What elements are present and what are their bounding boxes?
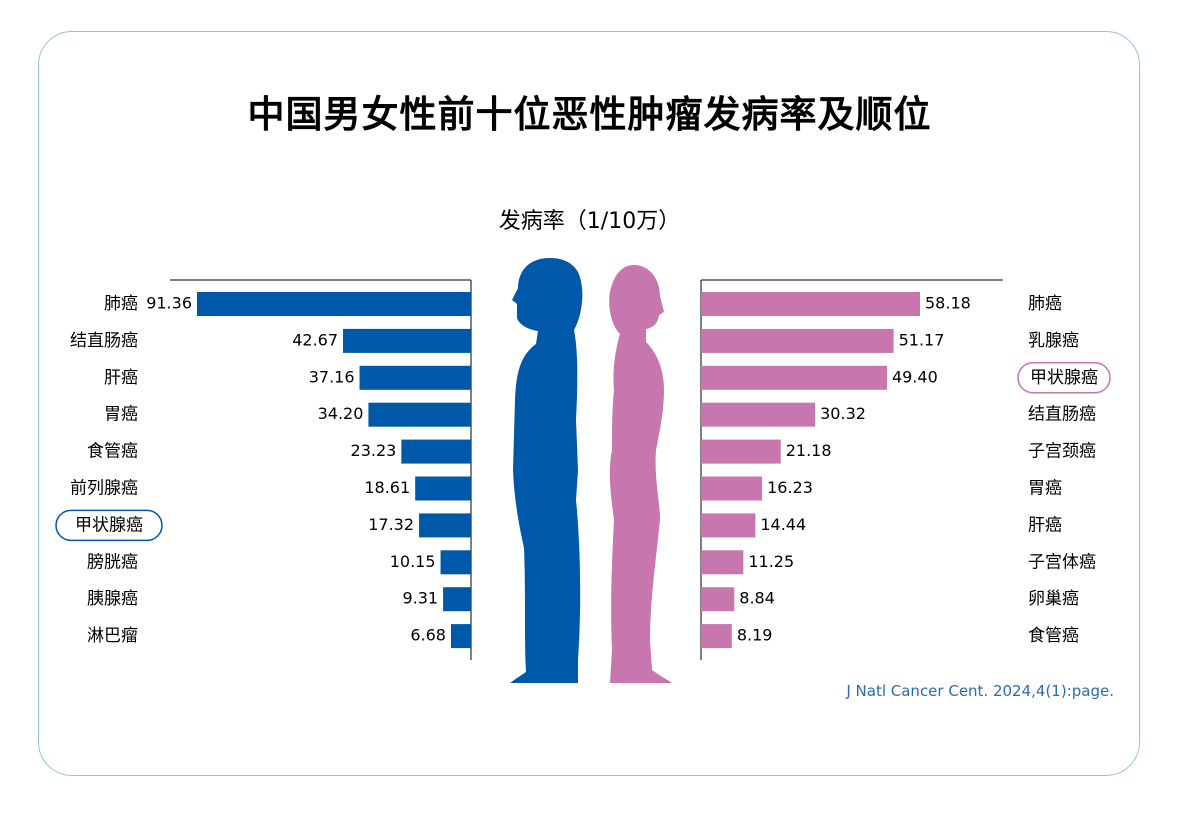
male-category-label: 胰腺癌 [87,589,138,609]
male-bar [450,624,471,649]
female-value-label: 21.18 [786,441,832,460]
male-value-label: 91.36 [146,294,192,313]
male-highlight-outline [55,509,163,542]
female-silhouette-icon [609,265,672,683]
female-bar [701,439,781,464]
card-frame [38,31,1140,776]
male-category-label: 肝癌 [104,368,138,388]
female-category-label: 子宫体癌 [1028,552,1096,572]
male-bar [197,292,471,316]
chart-title: 中国男女性前十位恶性肿瘤发病率及顺位 [247,93,932,136]
male-value-label: 6.68 [410,626,446,645]
female-value-label: 16.23 [767,478,813,497]
male-bar [419,513,471,538]
male-category-label: 食管癌 [87,442,138,462]
female-bar [701,292,920,316]
female-value-label: 30.32 [820,404,866,423]
female-bar [701,402,816,427]
female-value-label: 51.17 [899,330,945,349]
female-bar [701,550,744,575]
male-category-label: 膀胱癌 [87,552,138,572]
male-category-label: 甲状腺癌 [75,515,143,535]
female-category-label: 甲状腺癌 [1030,368,1098,388]
female-category-label: 食管癌 [1028,626,1079,646]
male-value-label: 23.23 [351,441,397,460]
female-bar [701,513,756,538]
female-value-label: 8.84 [739,589,775,608]
male-value-label: 9.31 [402,589,438,608]
male-value-label: 42.67 [292,330,338,349]
male-value-label: 18.61 [364,478,410,497]
male-category-label: 胃癌 [104,405,138,425]
male-bar [401,439,471,464]
male-bar [443,587,471,612]
female-category-label: 乳腺癌 [1028,331,1079,351]
male-bar [359,365,471,390]
male-value-label: 10.15 [390,552,436,571]
male-bar [440,550,471,575]
source-citation: J Natl Cancer Cent. 2024,4(1):page. [846,682,1114,700]
male-bar [368,402,471,427]
female-bar [701,624,732,649]
female-bar [701,587,735,612]
female-value-label: 14.44 [760,515,806,534]
male-category-label: 肺癌 [104,294,138,314]
female-bar [701,328,894,353]
female-category-label: 肺癌 [1028,294,1062,314]
female-bar [701,365,887,390]
male-bar [343,328,471,353]
female-value-label: 11.25 [748,552,794,571]
female-value-label: 49.40 [892,367,938,386]
male-category-label: 前列腺癌 [70,479,138,499]
female-value-label: 58.18 [925,294,971,313]
male-value-label: 17.32 [368,515,414,534]
male-category-label: 结直肠癌 [70,331,138,351]
female-value-label: 8.19 [737,626,773,645]
male-value-label: 37.16 [309,367,355,386]
male-bar [415,476,471,501]
female-category-label: 卵巢癌 [1028,589,1079,609]
female-bar [701,476,763,501]
female-category-label: 子宫颈癌 [1028,442,1096,462]
female-category-label: 肝癌 [1028,515,1062,535]
male-value-label: 34.20 [318,404,364,423]
female-category-label: 结直肠癌 [1028,405,1096,425]
male-category-label: 淋巴瘤 [87,626,138,646]
chart-subtitle: 发病率（1/10万） [498,209,681,234]
female-category-label: 胃癌 [1028,479,1062,499]
male-silhouette-icon [510,258,583,683]
female-highlight-outline [1017,362,1111,394]
